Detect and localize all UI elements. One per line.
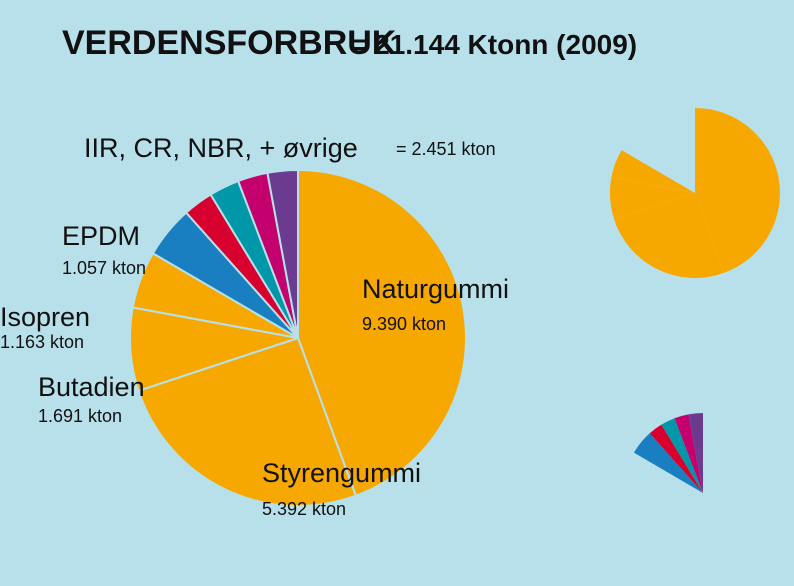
mini-pie-slice — [661, 418, 703, 493]
pie-slice — [137, 336, 358, 507]
group-value-label: = 2.451 kton — [396, 139, 496, 159]
slice-label: Butadien — [38, 372, 145, 402]
chart-subtitle: = 21.144 Ktonn (2009) — [350, 29, 637, 60]
slice-label: Naturgummi — [362, 274, 509, 304]
chart-title: VERDENSFORBRUK — [62, 24, 397, 62]
mini-pie-slice — [674, 414, 703, 493]
slice-label: Isopren — [0, 302, 90, 332]
slice-value-label: 1.163 kton — [0, 332, 84, 352]
slice-label: EPDM — [62, 221, 140, 251]
mini-pie-slice — [688, 413, 703, 493]
pie-slice — [297, 168, 467, 498]
slice-value-label: 1.691 kton — [38, 406, 122, 426]
slice-value-label: 5.392 kton — [262, 499, 346, 519]
group-label: IIR, CR, NBR, + øvrige — [84, 133, 358, 163]
mini-pie-slice — [610, 177, 695, 220]
slice-value-label: 9.390 kton — [362, 314, 446, 334]
mini-pie-slice — [633, 433, 703, 493]
pie-slice — [266, 168, 299, 339]
mini-pie-slice — [649, 424, 703, 493]
mini-pie-slice — [611, 150, 695, 193]
mini-pie-slice — [614, 193, 725, 279]
slice-label: Styrengummi — [262, 458, 421, 488]
mini-pie-slice — [695, 108, 781, 273]
slice-value-label: 1.057 kton — [62, 258, 146, 278]
